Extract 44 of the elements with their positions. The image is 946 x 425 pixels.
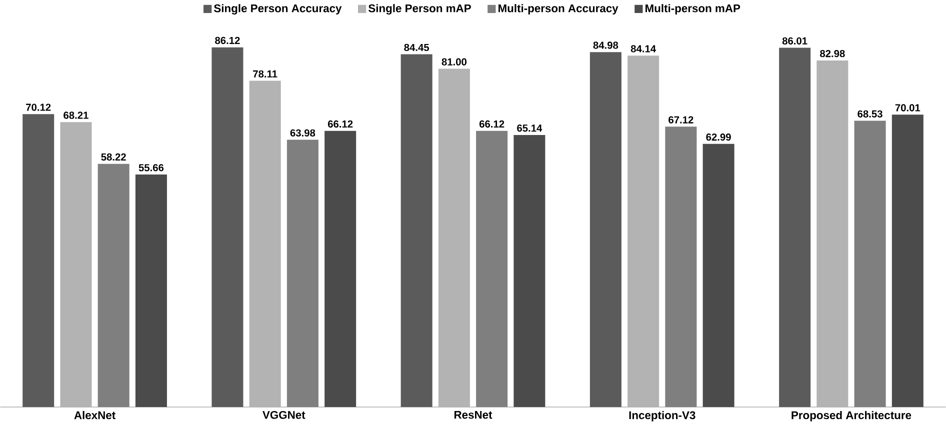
data-label: 84.14 — [630, 45, 656, 52]
data-label: 58.22 — [101, 153, 126, 161]
bar — [628, 56, 660, 407]
legend-label: Multi-person Accuracy — [498, 4, 618, 14]
bar — [665, 126, 697, 407]
bar — [135, 174, 167, 407]
bar — [514, 134, 546, 407]
data-label: 66.12 — [479, 120, 504, 128]
x-tick-label: ResNet — [454, 410, 492, 419]
data-label: 70.12 — [26, 104, 51, 111]
bar — [854, 120, 886, 407]
data-label: 86.12 — [215, 36, 240, 44]
data-label: 86.01 — [782, 37, 808, 44]
data-label: 68.21 — [64, 112, 88, 119]
data-label: 70.01 — [895, 104, 920, 112]
bar — [60, 122, 92, 407]
data-label: 84.98 — [593, 42, 618, 49]
bar — [286, 140, 318, 407]
legend-label: Single Person mAP — [368, 4, 471, 14]
data-label: 78.11 — [253, 70, 278, 78]
x-tick-label: Proposed Architecture — [792, 410, 912, 422]
bar — [476, 130, 508, 407]
legend-label: Multi-person mAP — [646, 4, 740, 14]
data-label: 68.53 — [858, 110, 882, 118]
bar — [249, 80, 281, 407]
legend-label: Single Person Accuracy — [214, 4, 342, 14]
data-label: 63.98 — [290, 129, 316, 136]
data-label: 65.14 — [517, 124, 542, 132]
bar — [324, 130, 356, 407]
bar — [816, 60, 848, 407]
x-tick-label: Inception-V3 — [629, 410, 696, 422]
x-tick-label: VGGNet — [262, 410, 306, 419]
data-label: 82.98 — [820, 50, 845, 58]
bar — [438, 68, 470, 407]
data-label: 67.12 — [668, 116, 694, 124]
data-label: 62.99 — [706, 133, 731, 141]
bar — [702, 144, 734, 407]
data-label: 84.45 — [404, 44, 430, 51]
data-label: 81.00 — [442, 58, 467, 66]
x-tick-label: AlexNet — [74, 410, 116, 420]
bar — [892, 114, 924, 407]
data-label: 66.12 — [328, 120, 353, 128]
bar — [98, 164, 130, 407]
data-label: 55.66 — [138, 164, 164, 172]
